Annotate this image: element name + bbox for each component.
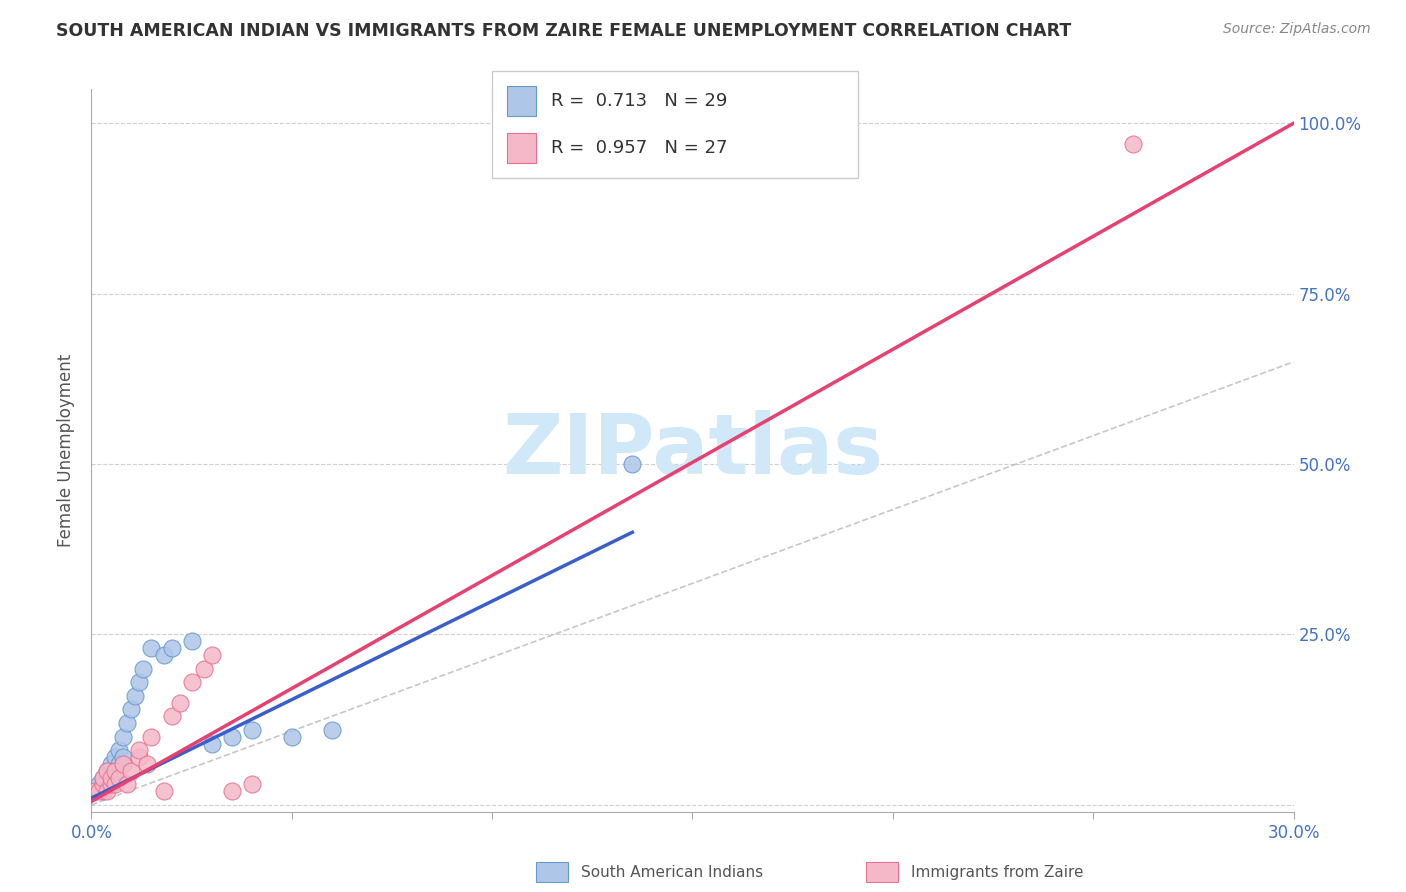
Point — [89, 784, 111, 798]
Point — [100, 777, 122, 791]
Bar — [506, 134, 536, 163]
Point — [1122, 136, 1144, 151]
Text: R =  0.957   N = 27: R = 0.957 N = 27 — [551, 139, 727, 157]
Point — [93, 784, 115, 798]
Point — [117, 716, 139, 731]
Point — [169, 696, 191, 710]
Point — [221, 784, 243, 798]
Point — [84, 784, 107, 798]
Point — [180, 634, 202, 648]
Point — [193, 662, 215, 676]
Point — [128, 743, 150, 757]
Point — [141, 641, 163, 656]
Point — [621, 457, 644, 471]
Point — [108, 771, 131, 785]
Point — [100, 771, 122, 785]
Point — [152, 648, 174, 662]
Point — [117, 777, 139, 791]
Point — [281, 730, 304, 744]
Point — [180, 675, 202, 690]
Y-axis label: Female Unemployment: Female Unemployment — [58, 354, 76, 547]
Point — [100, 771, 122, 785]
Point — [141, 730, 163, 744]
Text: SOUTH AMERICAN INDIAN VS IMMIGRANTS FROM ZAIRE FEMALE UNEMPLOYMENT CORRELATION C: SOUTH AMERICAN INDIAN VS IMMIGRANTS FROM… — [56, 22, 1071, 40]
Point — [240, 777, 263, 791]
Point — [108, 743, 131, 757]
Point — [128, 675, 150, 690]
Point — [112, 730, 135, 744]
Point — [136, 757, 159, 772]
Text: ZIPatlas: ZIPatlas — [502, 410, 883, 491]
Point — [84, 784, 107, 798]
Text: Immigrants from Zaire: Immigrants from Zaire — [911, 865, 1084, 880]
Point — [89, 777, 111, 791]
Point — [104, 777, 127, 791]
Point — [93, 777, 115, 791]
Point — [104, 750, 127, 764]
Point — [152, 784, 174, 798]
Point — [321, 723, 343, 737]
Point — [100, 757, 122, 772]
FancyBboxPatch shape — [492, 71, 858, 178]
Point — [132, 662, 155, 676]
Point — [201, 737, 224, 751]
Point — [128, 750, 150, 764]
Point — [160, 709, 183, 723]
Text: Source: ZipAtlas.com: Source: ZipAtlas.com — [1223, 22, 1371, 37]
Point — [112, 757, 135, 772]
Point — [121, 764, 143, 778]
Point — [240, 723, 263, 737]
Point — [108, 757, 131, 772]
Point — [221, 730, 243, 744]
Point — [112, 750, 135, 764]
Text: South American Indians: South American Indians — [581, 865, 763, 880]
Point — [104, 764, 127, 778]
Point — [104, 764, 127, 778]
Point — [96, 784, 118, 798]
Point — [121, 702, 143, 716]
Point — [93, 771, 115, 785]
Point — [160, 641, 183, 656]
Point — [93, 771, 115, 785]
Point — [124, 689, 146, 703]
Point — [201, 648, 224, 662]
Bar — [506, 87, 536, 116]
Point — [96, 764, 118, 778]
Point — [96, 777, 118, 791]
Point — [96, 764, 118, 778]
Text: R =  0.713   N = 29: R = 0.713 N = 29 — [551, 93, 727, 111]
